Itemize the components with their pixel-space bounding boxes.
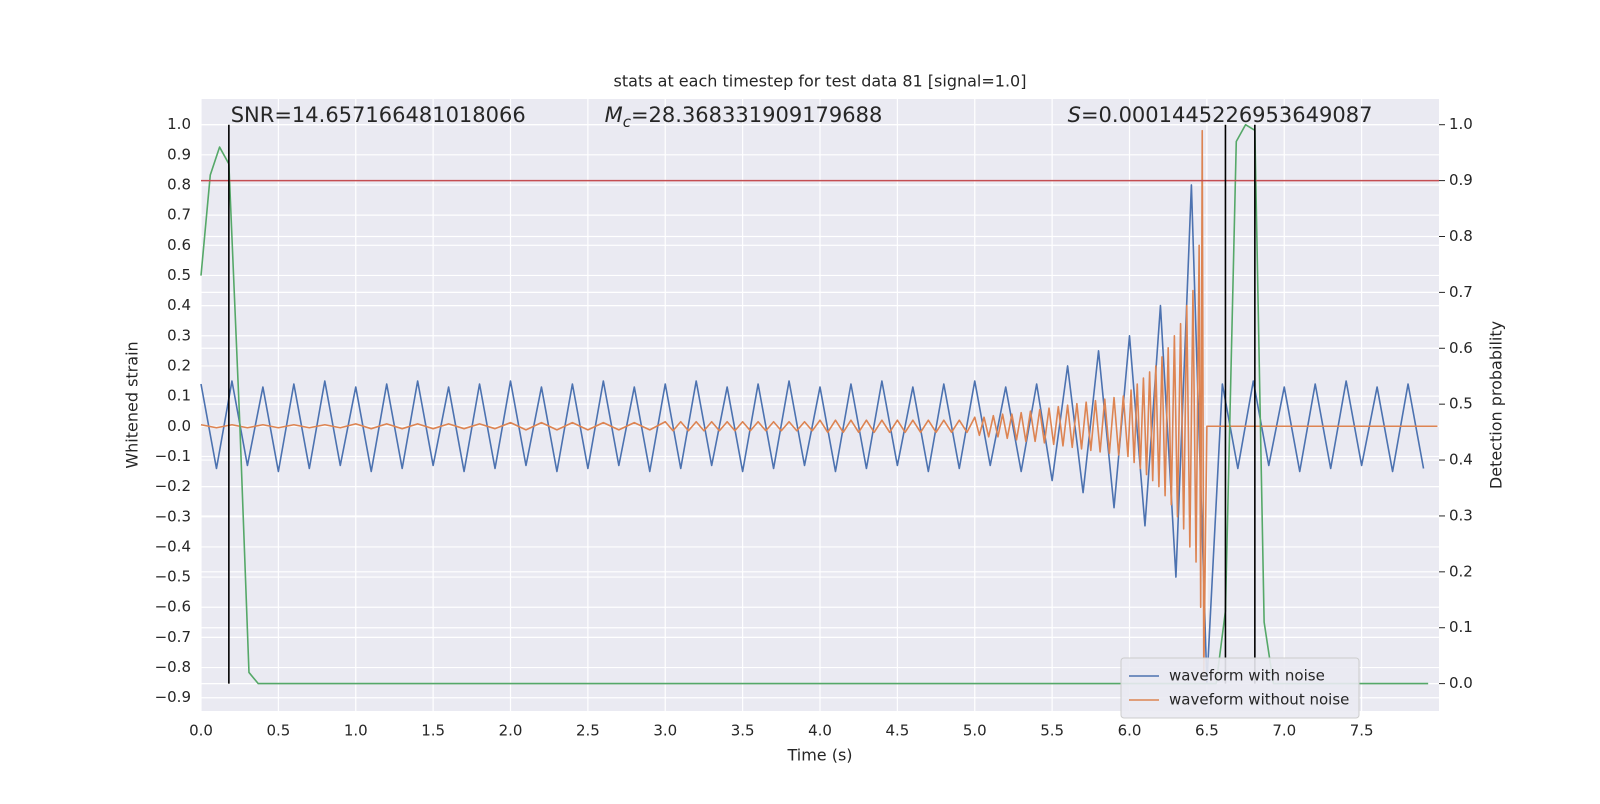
annotation-text: SNR=14.657166481018066: [231, 103, 526, 127]
y-tick-label: 0.8: [167, 175, 191, 193]
y-tick-label: −0.2: [155, 477, 191, 495]
x-axis-label: Time (s): [786, 746, 852, 765]
y-tick-label: 0.2: [167, 356, 191, 374]
chart-title: stats at each timestep for test data 81 …: [614, 72, 1027, 91]
y-tick-label: 0.4: [167, 296, 191, 314]
y-tick-label: −0.6: [155, 598, 191, 616]
y-tick-label: −0.7: [155, 628, 191, 646]
annotation: S=0.0001445226953649087: [1068, 103, 1373, 127]
legend-box: [1120, 657, 1360, 719]
y-tick-label: −0.5: [155, 568, 191, 586]
annotation-text: =28.368331909179688: [631, 103, 882, 127]
annotation-text: =0.0001445226953649087: [1081, 103, 1373, 127]
y2-tick-label: 0.4: [1449, 451, 1473, 469]
series-line: [200, 184, 1425, 684]
y-tick-label: −0.9: [155, 688, 191, 706]
y-tick-label: 1.0: [167, 115, 191, 133]
x-tick-label: 6.5: [1195, 722, 1219, 740]
y-tick-label: 0.0: [167, 417, 191, 435]
y2-tick-label: 0.0: [1449, 674, 1473, 692]
y-tick-label: 0.9: [167, 145, 191, 163]
x-tick-label: 1.0: [344, 722, 368, 740]
y-tick-label: 0.3: [167, 326, 191, 344]
y2-tick-label: 0.2: [1449, 562, 1473, 580]
x-tick-label: 3.0: [653, 722, 677, 740]
series-line: [200, 129, 1438, 675]
x-tick-label: 6.0: [1118, 722, 1142, 740]
y-tick-label: 0.5: [167, 266, 191, 284]
y-axis-label: Whitened strain: [123, 341, 142, 468]
y2-tick-label: 1.0: [1449, 115, 1473, 133]
y2-tick-label: 0.1: [1449, 618, 1473, 636]
annotation-symbol: S: [1068, 103, 1081, 127]
legend-label: waveform without noise: [1169, 691, 1349, 709]
annotation-subscript: c: [623, 113, 632, 131]
y2-axis-label: Detection probability: [1487, 321, 1506, 489]
y-tick-label: 0.1: [167, 387, 191, 405]
x-tick-label: 4.0: [808, 722, 832, 740]
x-tick-label: 2.5: [576, 722, 600, 740]
y-tick-label: 0.7: [167, 206, 191, 224]
y2-tick-label: 0.5: [1449, 395, 1473, 413]
x-tick-label: 2.0: [499, 722, 523, 740]
y2-tick-label: 0.6: [1449, 339, 1473, 357]
x-tick-label: 5.5: [1040, 722, 1064, 740]
y2-tick-label: 0.8: [1449, 227, 1473, 245]
x-tick-label: 3.5: [731, 722, 755, 740]
legend-label: waveform with noise: [1169, 667, 1325, 685]
y-tick-label: −0.1: [155, 447, 191, 465]
x-tick-label: 5.0: [963, 722, 987, 740]
y-tick-label: 0.6: [167, 236, 191, 254]
y2-tick-label: 0.9: [1449, 171, 1473, 189]
x-tick-label: 7.5: [1350, 722, 1374, 740]
y-tick-label: −0.4: [155, 537, 191, 555]
x-tick-label: 1.5: [421, 722, 445, 740]
x-tick-label: 7.0: [1272, 722, 1296, 740]
y-tick-label: −0.8: [155, 658, 191, 676]
annotation: SNR=14.657166481018066: [231, 103, 526, 127]
x-tick-label: 0.5: [266, 722, 290, 740]
y2-tick-label: 0.7: [1449, 283, 1473, 301]
annotation-symbol: M: [605, 103, 623, 127]
y-tick-label: −0.3: [155, 507, 191, 525]
annotation: Mc=28.368331909179688: [605, 103, 883, 131]
y2-tick-label: 0.3: [1449, 506, 1473, 524]
x-tick-label: 0.0: [189, 722, 213, 740]
x-tick-label: 4.5: [885, 722, 909, 740]
